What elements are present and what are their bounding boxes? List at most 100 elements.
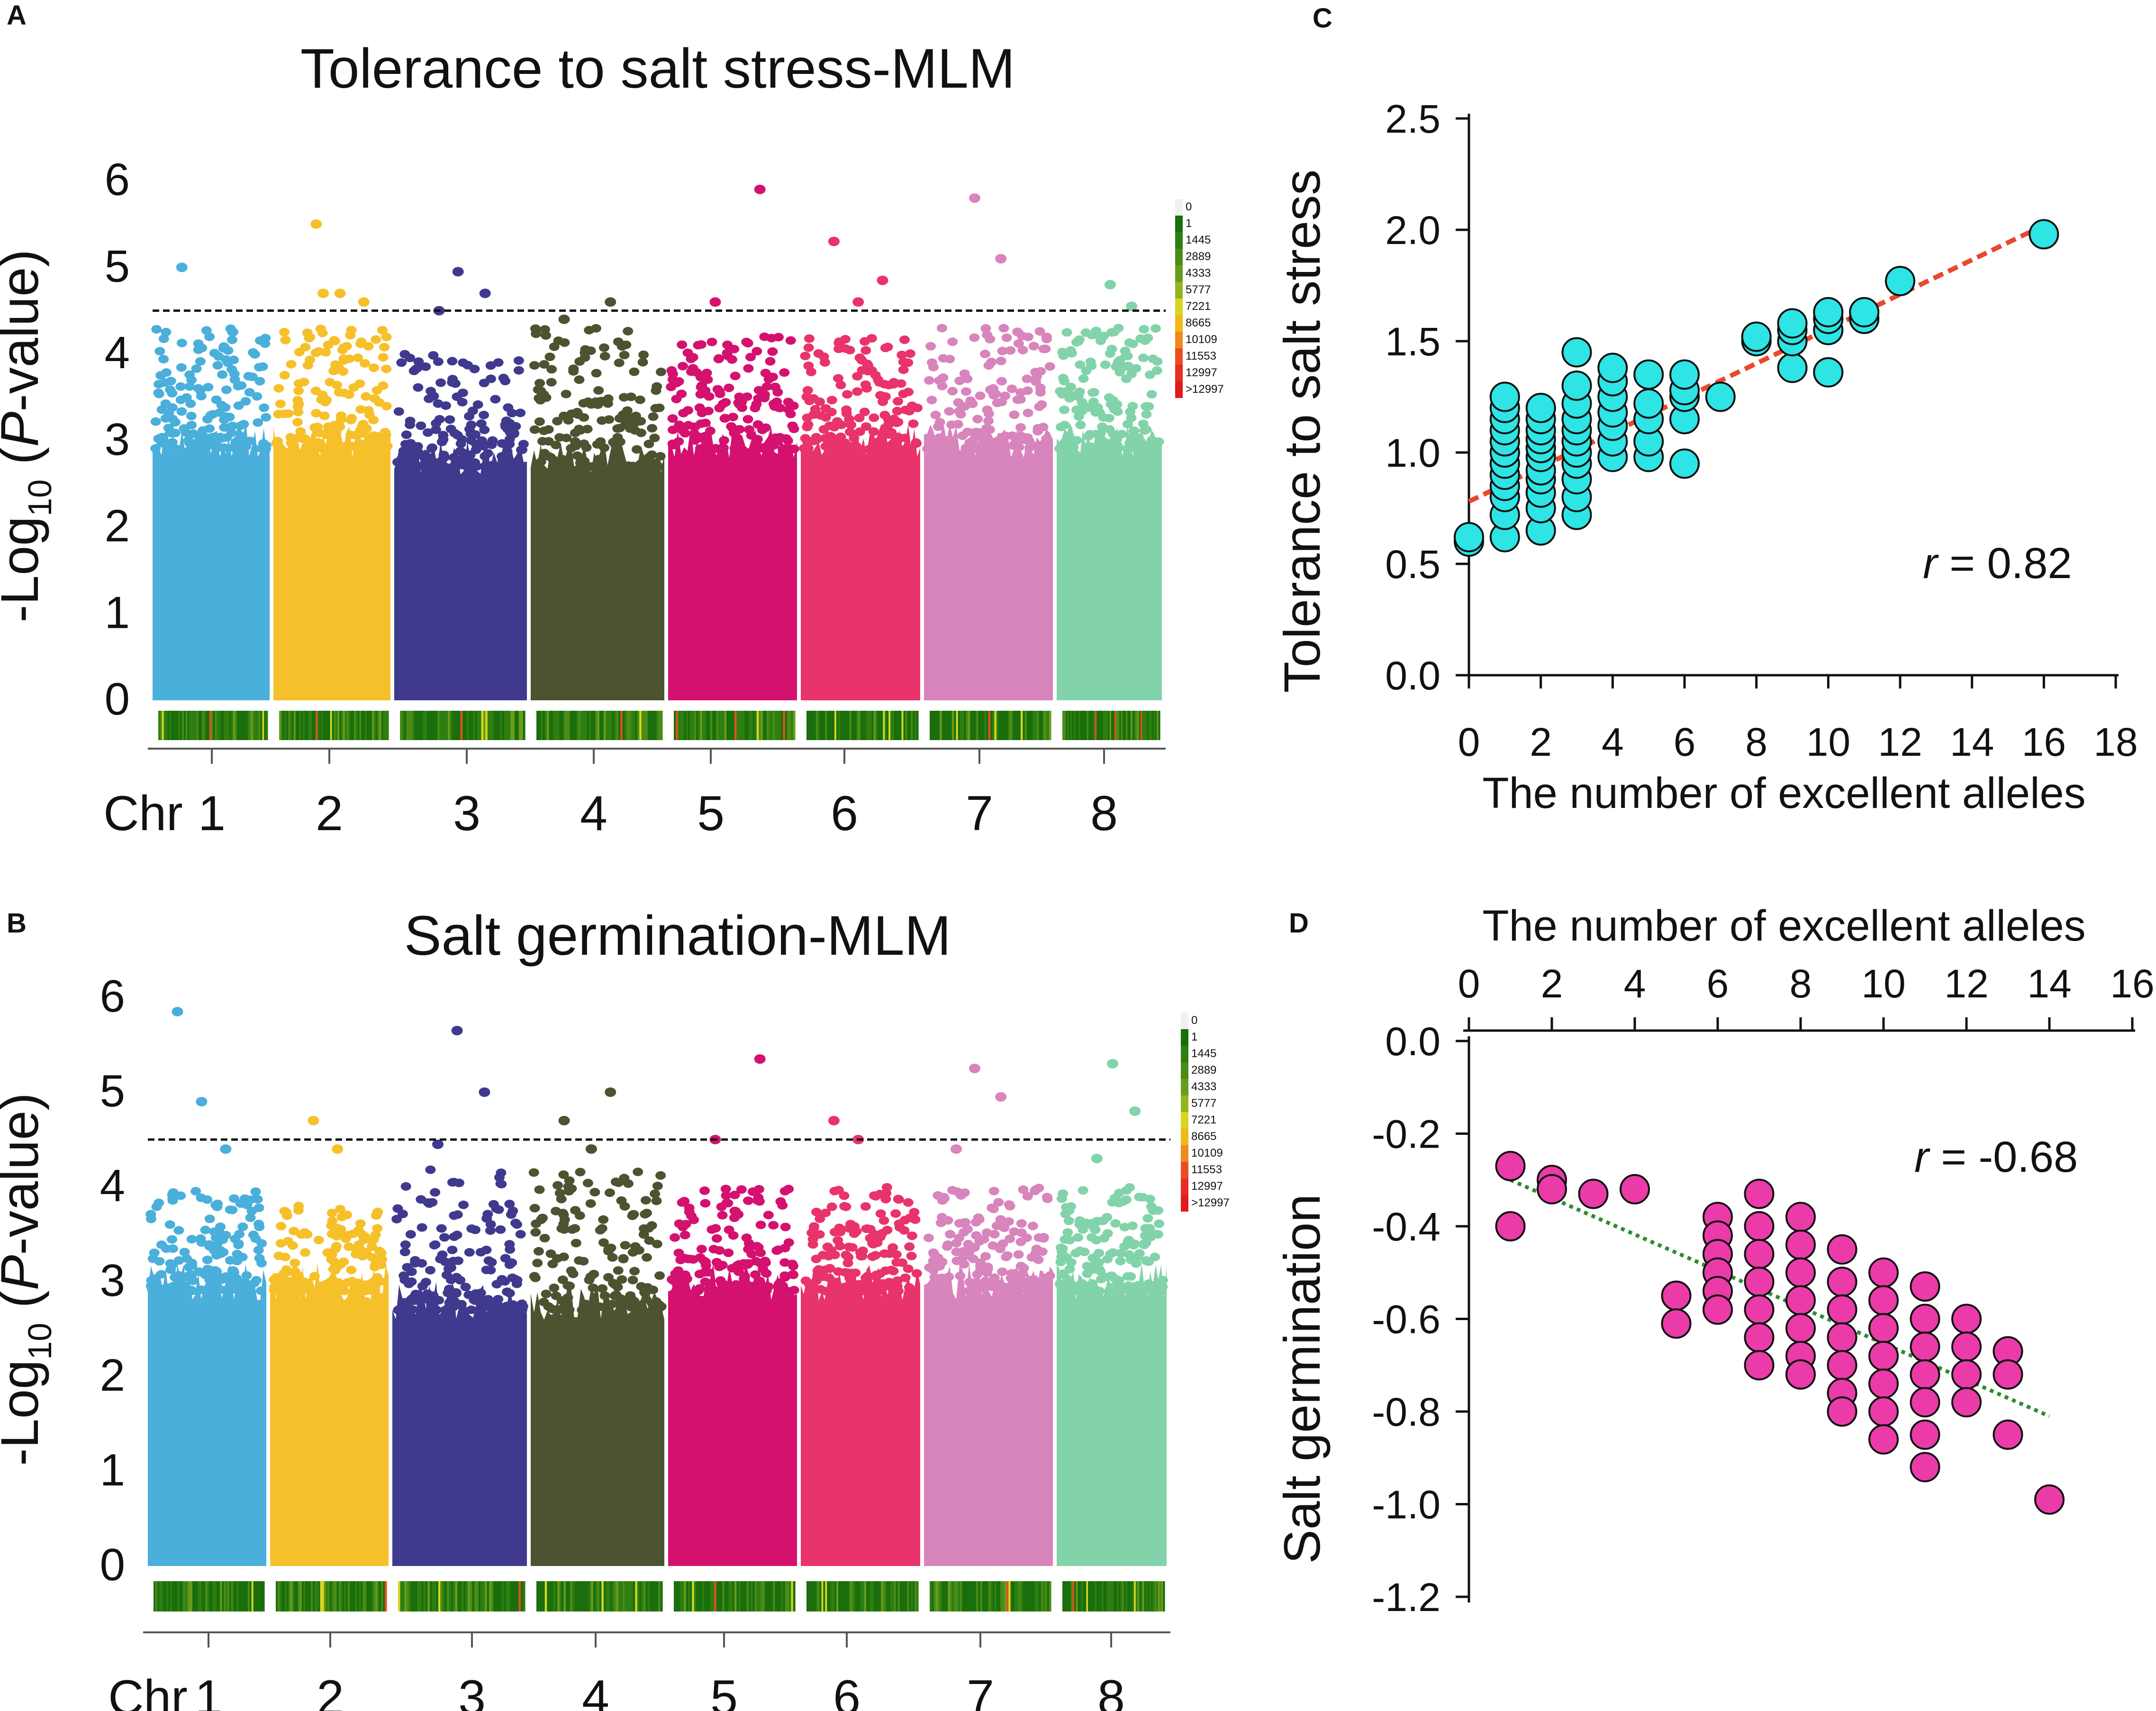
snp-point: [954, 1233, 965, 1242]
snp-point: [666, 366, 677, 375]
snp-point: [981, 424, 992, 433]
density-segment: [203, 1581, 206, 1611]
density-segment: [1034, 1581, 1037, 1611]
density-segment: [970, 711, 973, 740]
density-segment: [381, 711, 384, 740]
snp-point: [447, 357, 458, 366]
density-segment: [954, 711, 957, 740]
snp-point: [323, 341, 334, 350]
snp-point: [993, 1198, 1004, 1207]
snp-point: [238, 420, 249, 429]
snp-point: [983, 361, 994, 370]
snp-point: [990, 1277, 1001, 1286]
snp-point: [559, 338, 570, 347]
density-segment: [972, 711, 975, 740]
snp-point: [1126, 1256, 1137, 1264]
snp-point: [466, 420, 477, 429]
snp-point: [650, 458, 661, 467]
density-segment: [207, 1581, 209, 1611]
density-segment: [387, 711, 389, 740]
snp-point: [971, 427, 982, 436]
snp-point: [957, 431, 968, 440]
density-segment: [1084, 1581, 1087, 1611]
density-segment: [559, 711, 562, 740]
snp-point: [300, 1248, 310, 1257]
snp-point: [590, 324, 601, 333]
snp-point: [956, 1191, 967, 1200]
density-segment: [688, 1581, 690, 1611]
x-tick-label: 0: [1458, 961, 1480, 1006]
snp-point: [803, 343, 814, 352]
density-segment: [350, 1581, 352, 1611]
density-segment: [916, 711, 919, 740]
density-segment: [950, 711, 952, 740]
density-segment: [842, 711, 844, 740]
density-segment: [523, 1581, 525, 1611]
snp-point: [811, 1276, 822, 1285]
density-segment: [1074, 1581, 1077, 1611]
snp-point: [1123, 1272, 1133, 1281]
snp-point: [638, 1230, 649, 1239]
density-segment: [159, 1581, 162, 1611]
snp-point: [602, 399, 613, 408]
snp-point: [507, 1300, 518, 1309]
density-segment: [279, 711, 281, 740]
snp-point: [1059, 377, 1070, 386]
density-segment: [829, 711, 831, 740]
density-segment: [901, 711, 904, 740]
density-segment: [580, 1581, 583, 1611]
density-segment: [911, 1581, 913, 1611]
density-segment: [235, 1581, 237, 1611]
snp-point: [251, 1276, 262, 1285]
snp-point: [634, 1246, 644, 1255]
density-segment: [911, 711, 913, 740]
snp-point: [431, 425, 441, 434]
density-segment: [398, 1581, 401, 1611]
snp-point: [874, 378, 885, 387]
snp-point: [372, 1224, 383, 1233]
snp-point: [286, 439, 297, 448]
snp-point: [485, 361, 496, 370]
snp-point: [875, 436, 886, 445]
snp-point: [589, 1188, 600, 1196]
snp-point: [898, 389, 909, 398]
density-segment: [1151, 1581, 1153, 1611]
snp-point: [1078, 1186, 1088, 1195]
density-segment: [688, 711, 690, 740]
density-segment: [202, 711, 204, 740]
x-tick-label: 4: [1602, 720, 1624, 764]
data-point: [1744, 1267, 1775, 1297]
legend-label: 0: [1191, 1014, 1197, 1027]
data-point: [1744, 1322, 1775, 1353]
snp-point: [750, 1270, 761, 1279]
snp-point: [1073, 412, 1084, 421]
density-segment: [297, 711, 299, 740]
snp-point: [467, 407, 478, 416]
snp-point: [212, 1202, 223, 1211]
snp-point: [488, 1302, 498, 1311]
density-segment: [827, 711, 829, 740]
snp-peak-point: [754, 1054, 766, 1064]
density-segment: [650, 1581, 652, 1611]
density-segment: [462, 711, 465, 740]
snp-point: [906, 1251, 917, 1260]
chr-5-points: [666, 184, 799, 700]
snp-point: [835, 1228, 846, 1237]
snp-point: [629, 367, 640, 376]
density-segment: [938, 1581, 940, 1611]
density-segment: [770, 1581, 773, 1611]
density-segment: [988, 1581, 991, 1611]
density-segment: [373, 1581, 376, 1611]
density-segment: [204, 711, 206, 740]
density-segment: [868, 1581, 870, 1611]
snp-point: [1033, 424, 1043, 433]
density-segment: [1103, 1581, 1105, 1611]
density-segment: [775, 711, 778, 740]
density-segment: [706, 711, 709, 740]
density-segment: [752, 711, 755, 740]
snp-point: [1003, 1217, 1014, 1226]
density-segment: [1114, 711, 1116, 740]
density-segment: [242, 711, 245, 740]
density-segment: [430, 1581, 433, 1611]
snp-point: [648, 1286, 659, 1295]
